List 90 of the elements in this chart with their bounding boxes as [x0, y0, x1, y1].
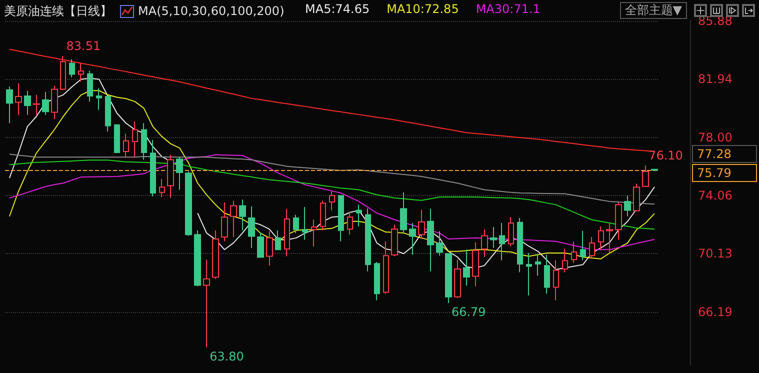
candlestick — [33, 94, 40, 116]
candlestick — [329, 190, 335, 211]
candlestick — [15, 82, 22, 116]
candlestick — [105, 96, 111, 132]
candlestick — [293, 214, 299, 234]
candlestick — [320, 200, 326, 231]
candlestick — [642, 165, 649, 187]
candlestick — [275, 230, 281, 250]
candlestick — [454, 259, 461, 298]
y-tick-label: 78.00 — [698, 130, 732, 144]
candlestick — [383, 240, 389, 294]
candlestick — [499, 222, 505, 261]
annotation: 76.10 — [648, 148, 683, 163]
candlestick — [606, 223, 613, 254]
candlestick — [436, 230, 443, 256]
candlestick — [526, 252, 532, 296]
text: MA5:74.65 — [305, 2, 370, 16]
text: MA10:72.85 — [386, 2, 459, 16]
chart-title: 美原油连续【日线】 — [4, 2, 112, 20]
y-tick-label: 81.94 — [698, 72, 732, 86]
candlestick — [624, 195, 631, 217]
candlestick — [96, 88, 102, 110]
candlestick — [24, 90, 31, 116]
candlestick — [230, 200, 237, 238]
candlestick — [203, 259, 210, 348]
text: 全部主题▼ — [620, 2, 687, 19]
text: 77.28 — [692, 145, 757, 164]
candlestick — [553, 260, 559, 301]
line-series — [8, 160, 656, 230]
candlestick — [356, 204, 362, 227]
candlestick — [633, 183, 640, 212]
candlestick — [257, 232, 264, 258]
candlestick — [141, 122, 147, 160]
candlestick — [400, 192, 407, 234]
candlestick — [69, 58, 75, 78]
candlestick — [347, 212, 353, 236]
candlestick — [87, 70, 93, 102]
candlestick — [535, 254, 541, 276]
candlestick — [338, 195, 344, 242]
candlestick — [365, 208, 371, 272]
text: MA30:71.1 — [476, 2, 540, 16]
candlestick — [123, 133, 129, 158]
candlestick — [266, 230, 273, 266]
candlestick — [114, 124, 120, 154]
candlestick — [571, 241, 577, 264]
ref-line-label: 75.79 — [692, 164, 757, 182]
candlestick — [239, 199, 246, 231]
candlestick — [472, 242, 479, 287]
candlestick — [544, 254, 550, 294]
candlestick — [167, 154, 174, 199]
candlestick — [51, 85, 58, 120]
candlestick — [427, 208, 434, 272]
candlestick — [508, 216, 514, 247]
candlestick — [42, 91, 49, 116]
y-tick-label: 70.13 — [698, 246, 732, 261]
candlestick — [248, 206, 255, 248]
candlestick — [589, 236, 595, 260]
candlestick — [418, 209, 425, 240]
candlestick — [374, 262, 380, 301]
candlestick — [391, 224, 398, 257]
candlestick — [212, 230, 219, 280]
candlestick — [176, 156, 183, 190]
candlestick — [598, 226, 604, 250]
chart-subtitle: MA(5,10,30,60,100,200) — [138, 4, 284, 18]
candlestick — [562, 248, 568, 273]
candlestick — [132, 121, 138, 158]
candlestick — [615, 202, 622, 240]
annotation: 63.80 — [210, 349, 244, 364]
candlestick — [490, 226, 497, 248]
candlestick — [6, 86, 13, 124]
candlestick — [409, 222, 416, 256]
candlestick — [463, 249, 470, 286]
candlestick — [185, 170, 192, 236]
candlestick — [445, 253, 452, 304]
candlestick — [159, 178, 165, 198]
annotation: 83.51 — [66, 39, 101, 54]
y-tick-label: 74.06 — [698, 188, 732, 203]
candlestick — [60, 56, 66, 91]
candlestick — [284, 208, 290, 257]
candlestick — [580, 230, 586, 261]
candlestick — [194, 230, 201, 287]
candlestick — [517, 217, 523, 273]
candlestick — [481, 229, 488, 258]
candlestick — [311, 219, 317, 247]
candlestick — [150, 139, 156, 197]
candlestick — [221, 202, 228, 242]
candlestick — [78, 62, 84, 82]
y-tick-label: 66.19 — [698, 304, 732, 319]
annotation: 66.79 — [451, 305, 486, 320]
candlestick — [302, 206, 308, 240]
